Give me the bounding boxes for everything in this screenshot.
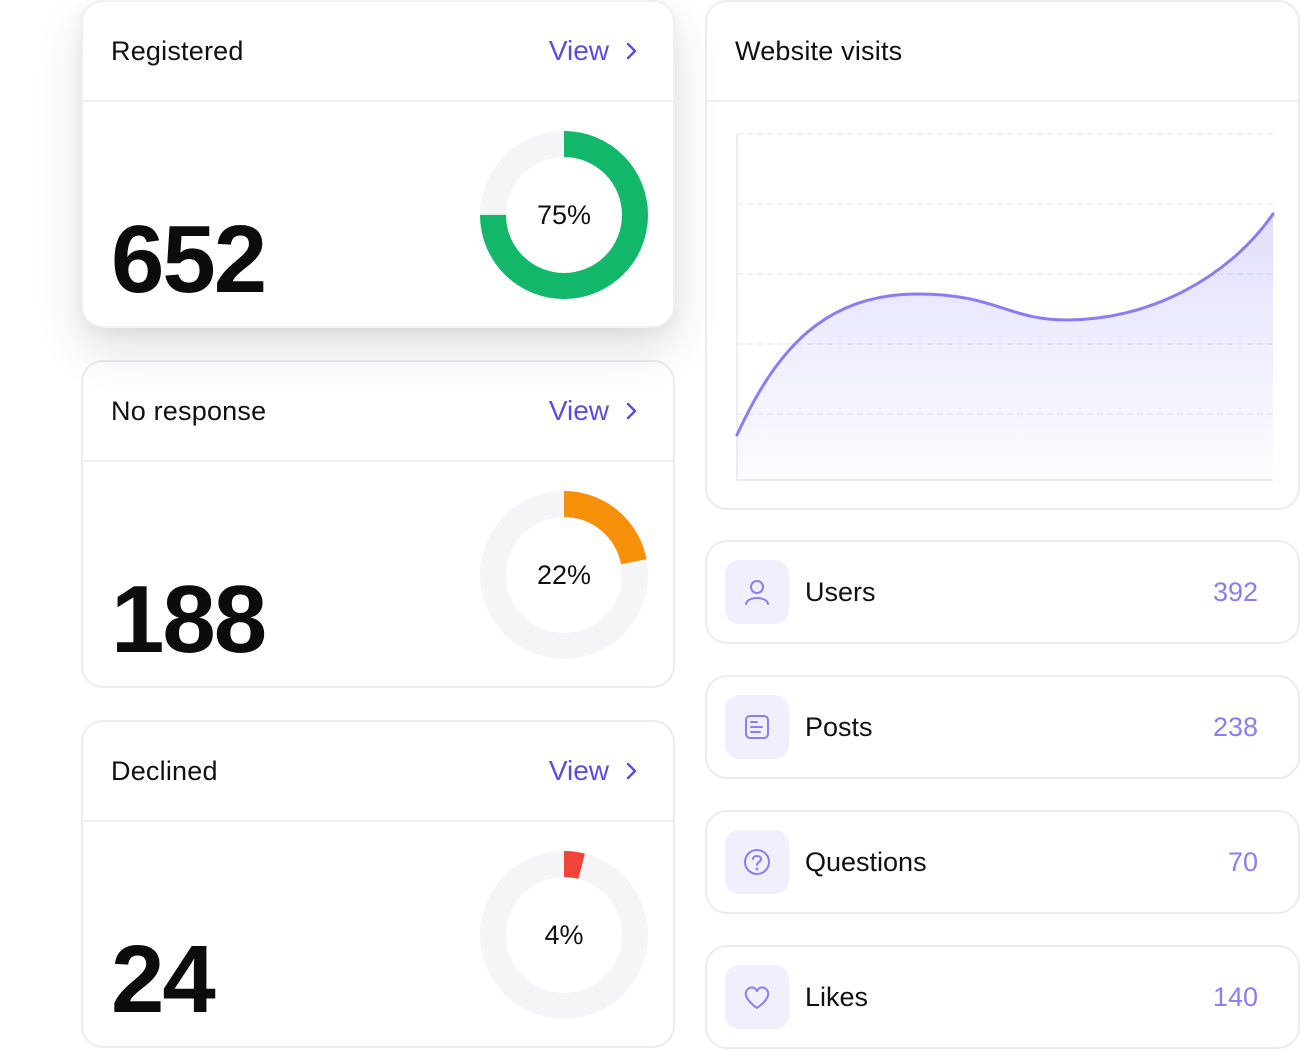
card-title: Declined bbox=[111, 755, 218, 786]
declined-percent: 4% bbox=[544, 919, 584, 950]
registered-count: 652 bbox=[111, 206, 267, 313]
view-registered-link[interactable]: View bbox=[549, 35, 639, 67]
view-declined-link[interactable]: View bbox=[549, 755, 639, 787]
registered-percent: 75% bbox=[536, 199, 592, 230]
user-icon bbox=[725, 560, 789, 624]
view-label: View bbox=[548, 35, 609, 66]
users-row[interactable]: Users 392 bbox=[705, 540, 1300, 644]
heart-icon bbox=[725, 965, 789, 1029]
card-title: Website visits bbox=[735, 35, 903, 66]
view-label: View bbox=[548, 755, 609, 786]
registered-donut bbox=[480, 131, 648, 299]
chevron-right-icon bbox=[626, 762, 637, 780]
no-response-card: No response View 188 22% bbox=[81, 360, 675, 688]
metric-value: 392 bbox=[1212, 576, 1258, 607]
metric-value: 140 bbox=[1212, 981, 1258, 1012]
likes-row[interactable]: Likes 140 bbox=[705, 945, 1300, 1049]
website-visits-card: Website visits bbox=[705, 0, 1300, 510]
card-header: Registered View bbox=[83, 2, 673, 102]
card-title: No response bbox=[111, 395, 267, 426]
donut-progress-arc bbox=[480, 851, 648, 1019]
question-icon bbox=[725, 830, 789, 894]
metric-label: Likes bbox=[805, 981, 869, 1012]
view-label: View bbox=[548, 395, 609, 426]
donut-progress-arc bbox=[480, 131, 648, 299]
metric-label: Posts bbox=[805, 711, 873, 742]
card-header: Declined View bbox=[83, 722, 673, 822]
card-header: Website visits bbox=[707, 2, 1298, 102]
declined-count: 24 bbox=[111, 926, 216, 1033]
declined-card: Declined View 24 4% bbox=[81, 720, 675, 1048]
no-response-donut bbox=[480, 491, 648, 659]
metric-label: Questions bbox=[805, 846, 927, 877]
no-response-percent: 22% bbox=[536, 559, 592, 590]
area-fill bbox=[737, 214, 1273, 480]
donut-progress-arc bbox=[480, 491, 648, 659]
visits-line bbox=[735, 212, 1275, 437]
view-no-response-link[interactable]: View bbox=[549, 395, 639, 427]
metric-label: Users bbox=[805, 576, 876, 607]
card-header: No response View bbox=[83, 362, 673, 462]
metric-value: 70 bbox=[1227, 846, 1258, 877]
registered-card: Registered View 652 75% bbox=[81, 0, 675, 328]
visits-area-chart bbox=[735, 133, 1275, 481]
declined-donut bbox=[480, 851, 648, 1019]
card-title: Registered bbox=[111, 35, 244, 66]
posts-row[interactable]: Posts 238 bbox=[705, 675, 1300, 779]
chevron-right-icon bbox=[626, 42, 637, 60]
metric-value: 238 bbox=[1212, 711, 1258, 742]
questions-row[interactable]: Questions 70 bbox=[705, 810, 1300, 914]
document-icon bbox=[725, 695, 789, 759]
no-response-count: 188 bbox=[111, 566, 267, 673]
chevron-right-icon bbox=[626, 402, 637, 420]
